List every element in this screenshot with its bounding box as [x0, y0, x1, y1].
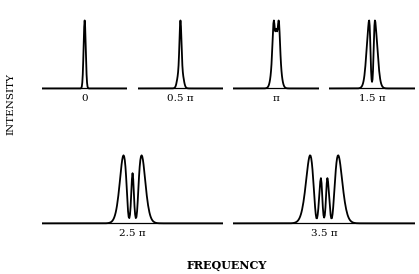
- X-axis label: 1.5 π: 1.5 π: [359, 94, 385, 103]
- X-axis label: 3.5 π: 3.5 π: [311, 229, 337, 238]
- Text: FREQUENCY: FREQUENCY: [186, 260, 266, 271]
- X-axis label: 0.5 π: 0.5 π: [167, 94, 194, 103]
- X-axis label: 0: 0: [81, 94, 88, 103]
- X-axis label: 2.5 π: 2.5 π: [119, 229, 146, 238]
- Text: INTENSITY: INTENSITY: [6, 73, 15, 135]
- X-axis label: π: π: [273, 94, 280, 103]
